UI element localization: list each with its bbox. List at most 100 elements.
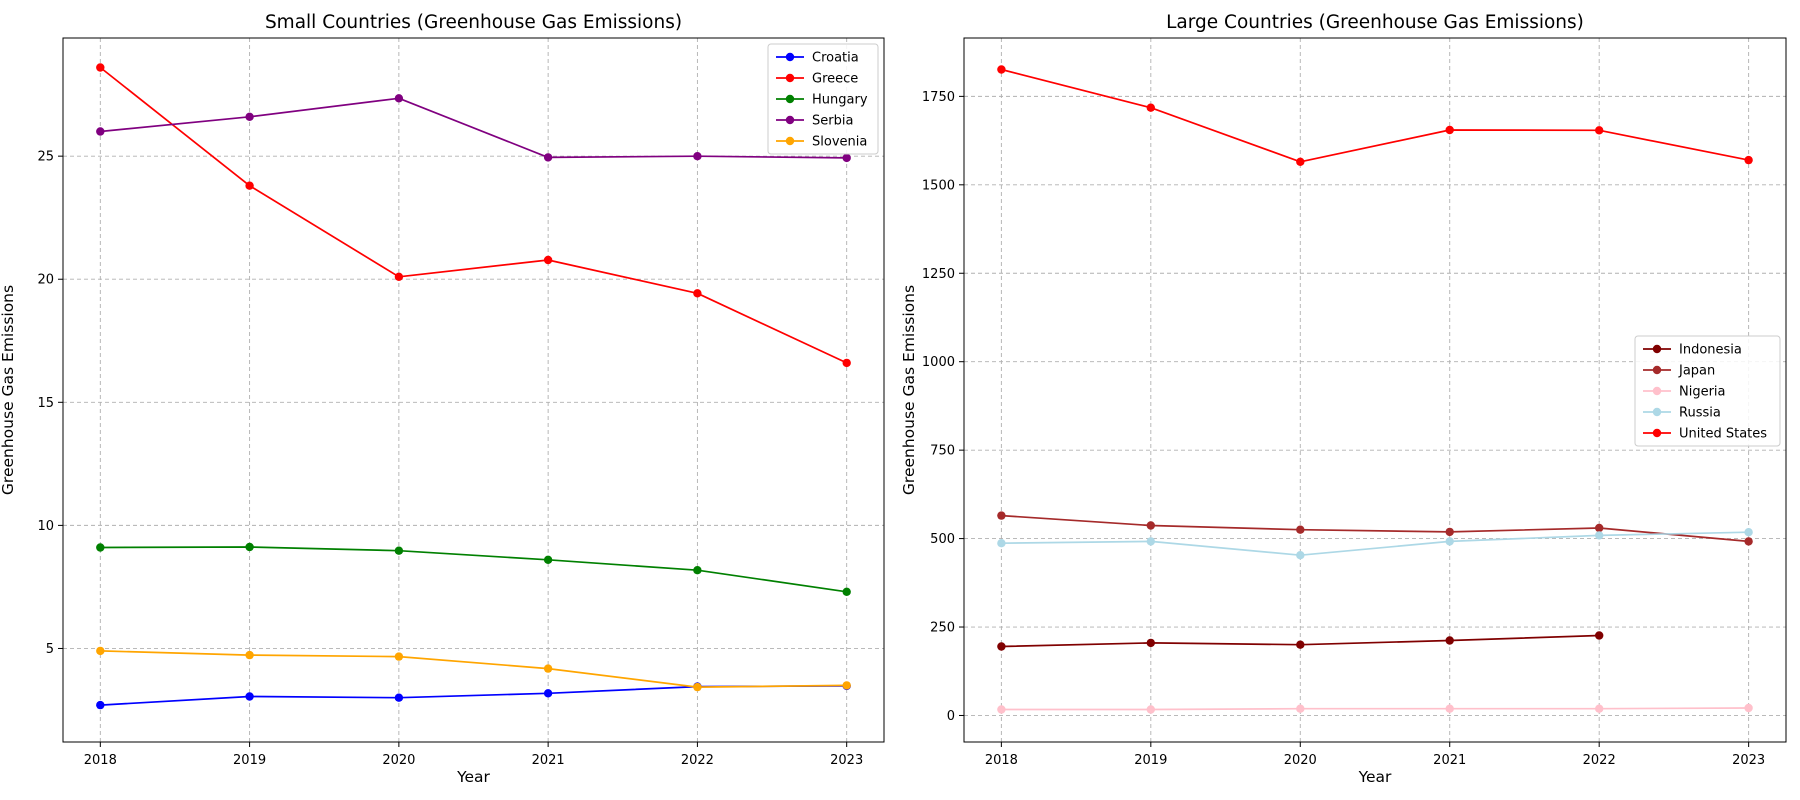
y-tick-label: 1000 xyxy=(922,355,955,370)
x-tick-label: 2020 xyxy=(1284,753,1317,768)
data-point-japan xyxy=(997,511,1006,520)
data-point-nigeria xyxy=(1146,705,1156,714)
y-axis-label: Greenhouse Gas Emissions xyxy=(900,285,918,495)
legend-item-united-states: United States xyxy=(1643,427,1767,442)
x-tick-label: 2019 xyxy=(233,753,266,768)
data-point-indonesia xyxy=(1146,638,1156,648)
data-point-united-states xyxy=(1146,103,1156,112)
y-tick-label: 25 xyxy=(37,150,54,165)
x-tick-label: 2022 xyxy=(681,753,714,768)
series-line-nigeria xyxy=(1001,707,1749,711)
data-point-croatia xyxy=(96,700,105,710)
data-point-indonesia xyxy=(1595,631,1604,640)
x-tick-label: 2018 xyxy=(985,753,1018,768)
legend: Indonesia Japan Nigeria Russia United States xyxy=(1634,335,1781,447)
legend-label: Nigeria xyxy=(1679,385,1726,400)
chart-title: Large Countries (Greenhouse Gas Emission… xyxy=(1166,12,1584,33)
data-point-indonesia xyxy=(997,642,1006,651)
x-axis-label: Year xyxy=(456,768,490,786)
y-tick-label: 0 xyxy=(947,709,955,724)
data-point-slovenia xyxy=(693,682,702,692)
data-point-serbia xyxy=(693,152,702,161)
legend-marker xyxy=(785,94,795,104)
legend-item-nigeria: Nigeria xyxy=(1643,385,1726,400)
y-tick-label: 1750 xyxy=(922,90,955,105)
data-point-united-states xyxy=(997,65,1006,74)
legend-item-croatia: Croatia xyxy=(776,51,859,66)
series-line-russia xyxy=(1001,531,1749,557)
data-point-nigeria xyxy=(997,705,1006,714)
data-point-greece xyxy=(543,255,553,265)
legend-box xyxy=(767,43,879,155)
y-tick-label: 1250 xyxy=(922,267,955,282)
legend-marker xyxy=(1652,365,1662,375)
legend-label: Indonesia xyxy=(1679,343,1742,358)
chart-1: 2018 2019 2020 2021 2022 2023 5 10 15 20 25 Small C… xyxy=(0,12,885,786)
data-point-russia xyxy=(1595,531,1604,540)
legend-label: Japan xyxy=(1678,364,1715,379)
data-point-croatia xyxy=(245,692,254,701)
series-line-japan xyxy=(1001,514,1749,543)
data-point-greece xyxy=(394,272,404,281)
x-tick-label: 2018 xyxy=(84,753,117,768)
data-point-united-states xyxy=(1445,125,1454,135)
legend-item-indonesia: Indonesia xyxy=(1643,343,1742,358)
data-point-united-states xyxy=(1744,155,1753,165)
y-tick-label: 10 xyxy=(37,519,54,534)
legend-label: Greece xyxy=(812,72,858,87)
legend-label: Russia xyxy=(1679,406,1721,421)
series-line-united-states xyxy=(1001,68,1749,163)
y-tick-label: 20 xyxy=(37,273,54,288)
data-point-japan xyxy=(1296,525,1305,534)
x-tick-label: 2022 xyxy=(1583,753,1616,768)
data-point-hungary xyxy=(394,546,404,555)
x-tick-label: 2021 xyxy=(1433,753,1466,768)
legend-label: United States xyxy=(1679,427,1767,442)
y-tick-label: 750 xyxy=(930,444,955,459)
data-point-slovenia xyxy=(394,652,404,661)
data-point-united-states xyxy=(1595,126,1604,135)
legend: Croatia Greece Hungary Serbia Slovenia xyxy=(767,43,879,155)
legend-marker xyxy=(785,115,795,125)
legend-label: Croatia xyxy=(812,51,859,66)
legend-marker xyxy=(785,73,795,83)
data-point-slovenia xyxy=(842,681,851,690)
plot-frame xyxy=(963,37,1787,743)
data-point-hungary xyxy=(693,566,702,575)
series-line-hungary xyxy=(100,546,847,593)
chart-2: 2018 2019 2020 2021 2022 2023 0 250 500 750 1000 12… xyxy=(900,12,1787,786)
series-line-slovenia xyxy=(100,650,847,688)
legend-item-greece: Greece xyxy=(776,72,858,87)
data-point-indonesia xyxy=(1445,636,1454,645)
data-point-nigeria xyxy=(1445,704,1454,713)
legend-marker xyxy=(785,136,795,146)
data-point-hungary xyxy=(543,555,553,564)
data-point-croatia xyxy=(543,689,553,698)
data-point-nigeria xyxy=(1296,704,1305,713)
data-point-russia xyxy=(997,539,1006,548)
data-point-nigeria xyxy=(1595,704,1604,713)
legend-marker xyxy=(1652,344,1662,354)
x-tick-label: 2021 xyxy=(532,753,565,768)
data-point-japan xyxy=(1595,523,1604,533)
x-tick-label: 2019 xyxy=(1134,753,1167,768)
data-point-russia xyxy=(1296,551,1305,560)
y-tick-label: 250 xyxy=(930,621,955,636)
chart-title: Small Countries (Greenhouse Gas Emission… xyxy=(265,12,682,33)
legend-label: Serbia xyxy=(812,114,853,129)
data-point-hungary xyxy=(96,543,105,552)
data-point-greece xyxy=(96,63,105,72)
data-point-russia xyxy=(1445,537,1454,546)
y-axis-label: Greenhouse Gas Emissions xyxy=(0,285,17,495)
data-point-hungary xyxy=(842,587,851,596)
y-tick-label: 15 xyxy=(37,396,54,411)
legend-item-hungary: Hungary xyxy=(776,93,868,108)
data-point-japan xyxy=(1744,537,1753,546)
legend-item-slovenia: Slovenia xyxy=(776,135,867,150)
series-line-greece xyxy=(99,66,848,364)
data-point-japan xyxy=(1146,521,1156,530)
data-point-serbia xyxy=(394,94,404,103)
data-point-russia xyxy=(1744,528,1753,537)
data-point-serbia xyxy=(842,153,851,163)
data-point-serbia xyxy=(96,127,105,136)
